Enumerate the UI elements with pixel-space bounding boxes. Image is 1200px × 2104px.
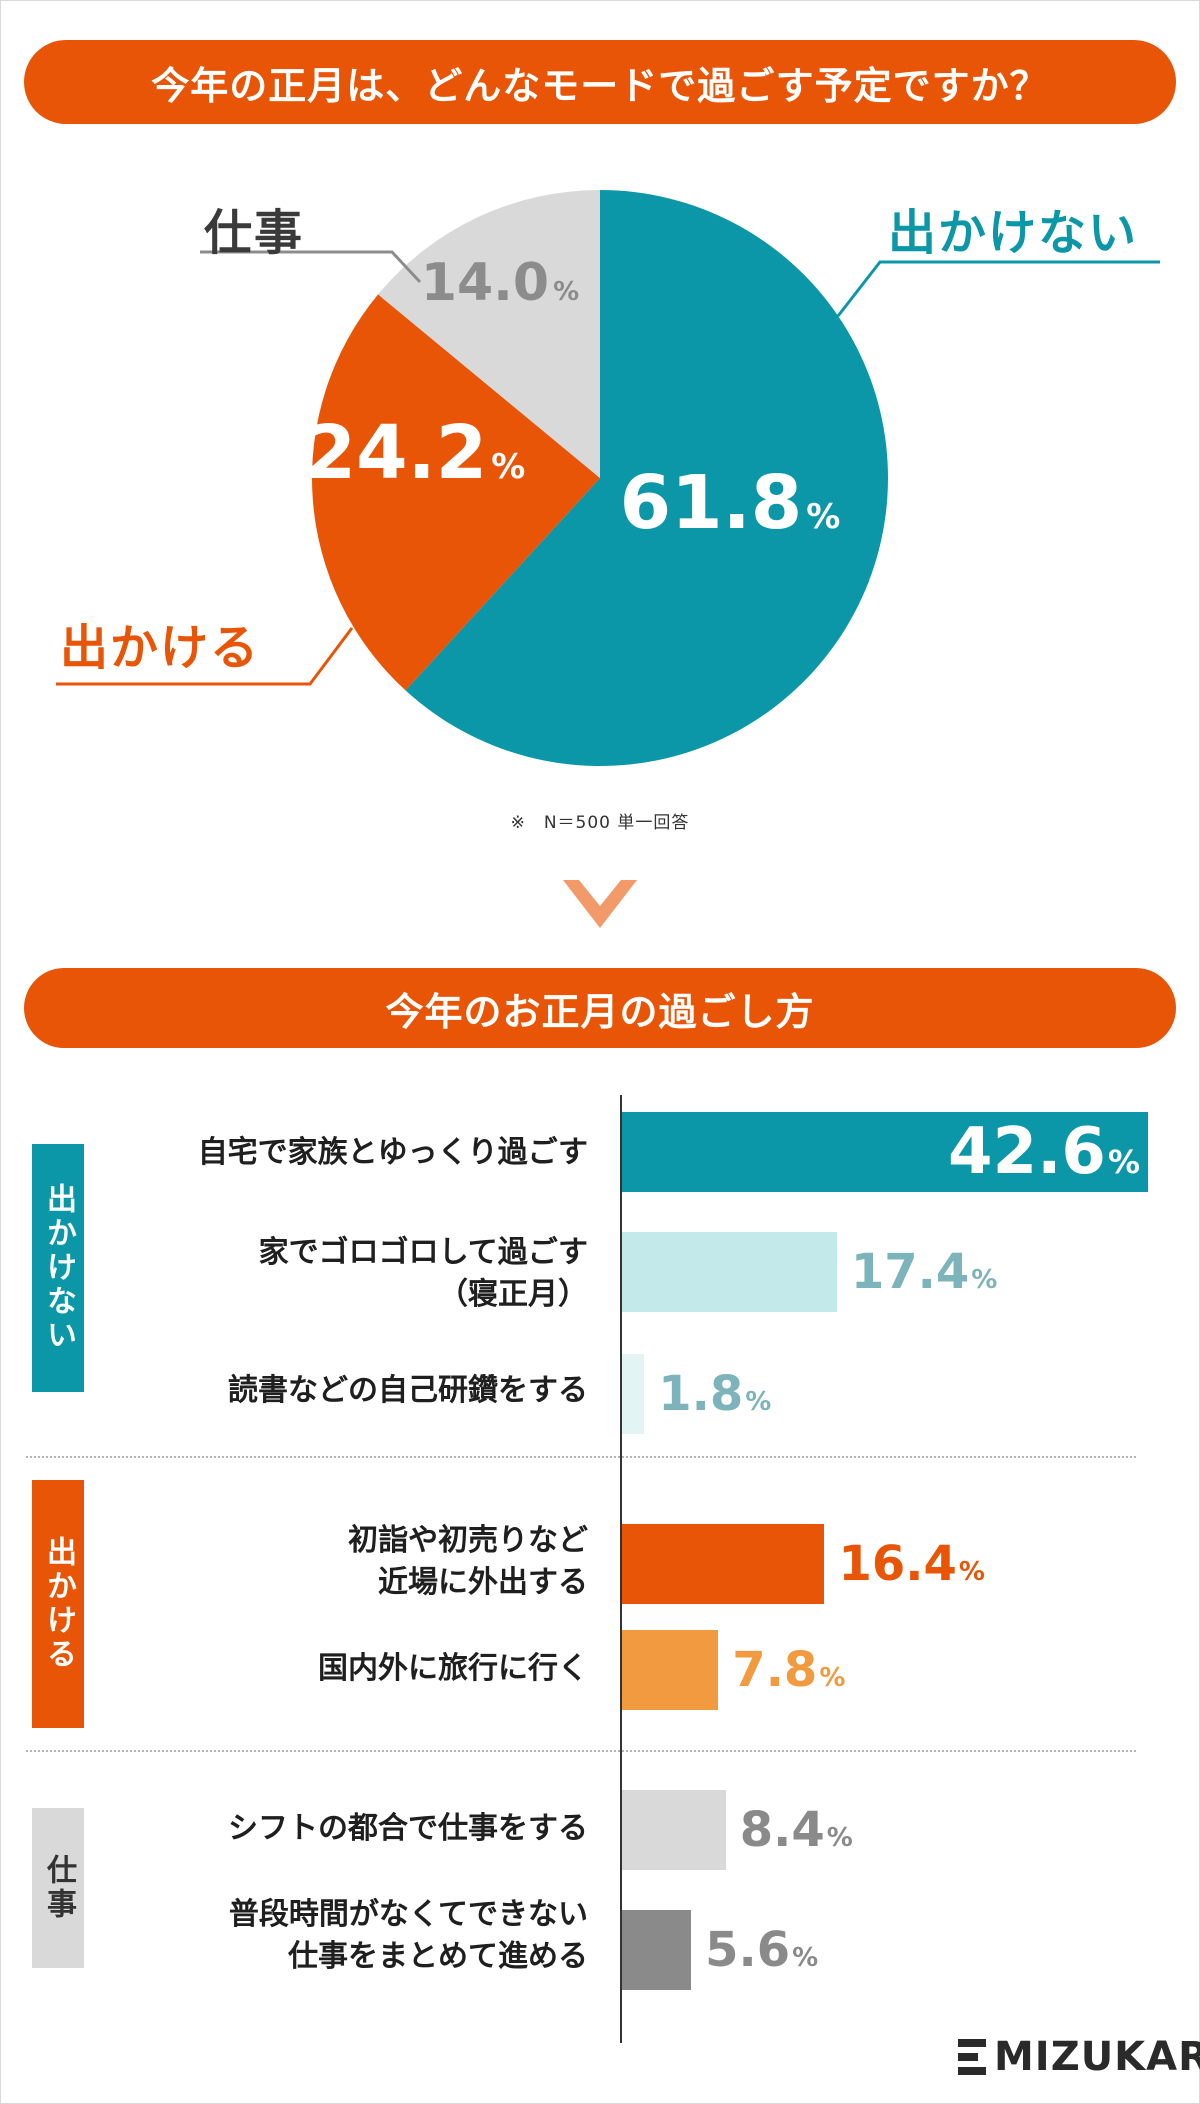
bar-value-label: 42.6%: [948, 1115, 1140, 1189]
pie-chart: 61.8 % 24.2 % 14.0%: [56, 190, 1160, 766]
bar: [622, 1232, 837, 1312]
bar-value-label: 5.6%: [705, 1922, 819, 1978]
bar-value-label: 16.4%: [838, 1536, 985, 1592]
bar: [622, 1354, 645, 1434]
bar-value-label: 7.8%: [732, 1642, 846, 1698]
pie-value-label: 24.2%: [305, 410, 526, 496]
brand-logo: MIZUKARA: [958, 2034, 1200, 2080]
pie-title-banner: 今年の正月は、どんなモードで過ごす予定ですか？: [24, 40, 1176, 124]
group-tag-go: 出かける: [32, 1480, 84, 1728]
sample-note: ※ N＝500 単一回答: [510, 813, 690, 833]
group-divider: [26, 1750, 1136, 1752]
pie-label-go: 出かける: [60, 620, 261, 676]
category-label: 自宅で家族とゆっくり過ごす: [197, 1135, 588, 1170]
pie-value-label: 14.0%: [421, 253, 579, 313]
category-label: 読書などの自己研鑽をする: [228, 1373, 588, 1408]
group-tag-stay: 出かけない: [32, 1144, 84, 1392]
bar: [622, 1790, 726, 1870]
pie-slice: [312, 294, 600, 691]
pie-label-stay: 出かけない: [888, 205, 1139, 261]
bar: [622, 1524, 825, 1604]
category-label: シフトの都合で仕事をする: [228, 1811, 588, 1846]
category-label: 国内外に旅行に行く: [318, 1651, 588, 1686]
pie-slice: [405, 190, 889, 766]
category-label: 普段時間がなくてできない 仕事をまとめて進める: [228, 1897, 588, 1974]
category-label: 初詣や初売りなど 近場に外出する: [348, 1523, 588, 1600]
bar: [622, 1630, 719, 1710]
pie-label-work: 仕事: [204, 205, 305, 261]
chevron-down-icon: [563, 880, 637, 928]
pie-slice: [378, 190, 600, 478]
bar-axis: [620, 1095, 622, 2043]
bar-value-label: 17.4%: [850, 1244, 998, 1300]
bar-value-label: 1.8%: [658, 1366, 772, 1422]
logo-text: MIZUKARA: [994, 2034, 1200, 2080]
category-label: 家でゴロゴロして過ごす （寝正月）: [258, 1235, 588, 1312]
group-tag-work: 仕事: [32, 1808, 84, 1968]
bar-value-label: 8.4%: [739, 1802, 853, 1858]
group-divider: [26, 1456, 1136, 1458]
pie-leader-line: [56, 627, 354, 686]
bar: [622, 1910, 692, 1990]
pie-value-label: 61.8%: [620, 460, 841, 546]
pie-leader-line: [836, 260, 1160, 317]
bar-title-banner: 今年のお正月の過ごし方: [24, 968, 1176, 1048]
bar: [622, 1112, 1148, 1192]
logo-mark-icon: [958, 2039, 986, 2075]
pie-leader-line: [200, 250, 422, 284]
